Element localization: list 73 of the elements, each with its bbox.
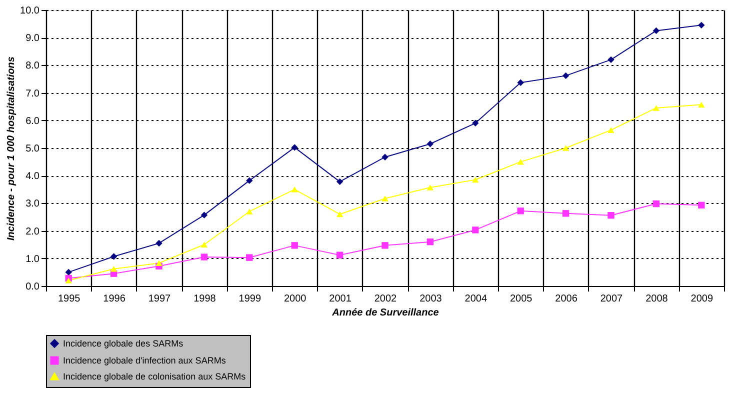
x-tick-label: 2002	[374, 294, 398, 304]
legend-label: Incidence globale de colonisation aux SARMs	[63, 372, 246, 382]
point	[472, 120, 479, 127]
point	[156, 260, 162, 266]
point	[608, 56, 614, 64]
y-tick-label: 2.0	[26, 226, 40, 238]
x-tick-label: 2003	[420, 294, 442, 304]
point	[562, 145, 570, 151]
point	[65, 268, 72, 276]
x-tick-label: 2001	[329, 294, 352, 304]
point	[246, 208, 253, 214]
y-tick-label: 0.0	[26, 282, 40, 292]
y-tick-label: 5.0	[26, 144, 40, 154]
y-tick-label: 8.0	[26, 60, 40, 72]
x-tick-label: 1995	[58, 294, 81, 304]
x-tick-label: 2009	[690, 294, 714, 304]
point	[426, 184, 434, 190]
x-tick-label: 2008	[646, 294, 668, 304]
point	[336, 211, 344, 218]
point	[382, 242, 388, 249]
point	[382, 196, 388, 202]
point	[698, 22, 705, 29]
point	[291, 186, 298, 192]
point	[652, 105, 660, 111]
x-tick-label: 2007	[600, 294, 624, 304]
legend-label: Incidence globale des SARMs	[63, 338, 184, 348]
point	[110, 266, 118, 272]
x-tick-label: 2006	[555, 294, 578, 304]
x-tick-label: 1998	[194, 294, 216, 304]
point	[246, 177, 253, 184]
x-axis-title: Année de Surveillance	[331, 308, 440, 318]
point	[291, 242, 298, 249]
point	[652, 27, 660, 34]
point	[336, 252, 344, 258]
y-tick-label: 1.0	[26, 254, 40, 265]
point	[562, 72, 570, 80]
point	[382, 154, 388, 160]
x-tick-label: 1997	[148, 294, 172, 304]
point	[156, 240, 162, 247]
point	[517, 79, 524, 86]
point	[110, 253, 118, 260]
point	[426, 140, 434, 148]
point	[246, 254, 253, 261]
point	[200, 254, 208, 260]
x-tick-label: 1999	[238, 294, 262, 304]
legend-label: Incidence globale d'infection aux SARMs	[63, 356, 226, 366]
y-tick-label: 7.0	[26, 88, 40, 100]
point	[608, 212, 614, 219]
x-tick-label: 1996	[103, 294, 126, 304]
y-tick-label: 10.0	[20, 6, 40, 16]
point	[517, 208, 524, 214]
x-tick-label: 2004	[464, 294, 488, 304]
y-tick-label: 9.0	[26, 33, 40, 44]
y-axis-title: Incidence - pour 1 000 hospitalisations	[6, 56, 18, 240]
point	[698, 202, 705, 208]
point	[336, 178, 344, 186]
point	[200, 242, 208, 248]
y-tick-label: 6.0	[26, 116, 40, 127]
point	[698, 102, 705, 108]
point	[200, 212, 208, 218]
point	[517, 158, 524, 165]
y-tick-label: 3.0	[26, 198, 40, 210]
point	[472, 226, 479, 234]
y-tick-label: 4.0	[26, 171, 40, 182]
point	[472, 176, 479, 183]
point	[291, 144, 298, 151]
point	[562, 210, 570, 217]
point	[652, 200, 660, 208]
x-tick-label: 2005	[510, 294, 533, 304]
point	[426, 238, 434, 246]
x-tick-label: 2000	[284, 294, 307, 304]
point	[65, 278, 72, 284]
point	[608, 127, 614, 133]
